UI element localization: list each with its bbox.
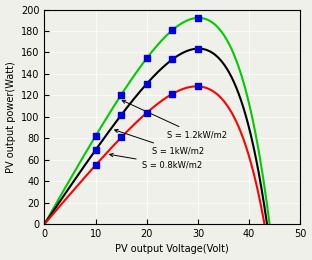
Y-axis label: PV output power(Watt): PV output power(Watt) xyxy=(6,61,16,173)
X-axis label: PV output Voltage(Volt): PV output Voltage(Volt) xyxy=(115,244,229,255)
Text: S = 0.8kW/m2: S = 0.8kW/m2 xyxy=(110,153,202,170)
Text: S = 1.2kW/m2: S = 1.2kW/m2 xyxy=(122,100,227,140)
Text: S = 1kW/m2: S = 1kW/m2 xyxy=(115,129,204,155)
